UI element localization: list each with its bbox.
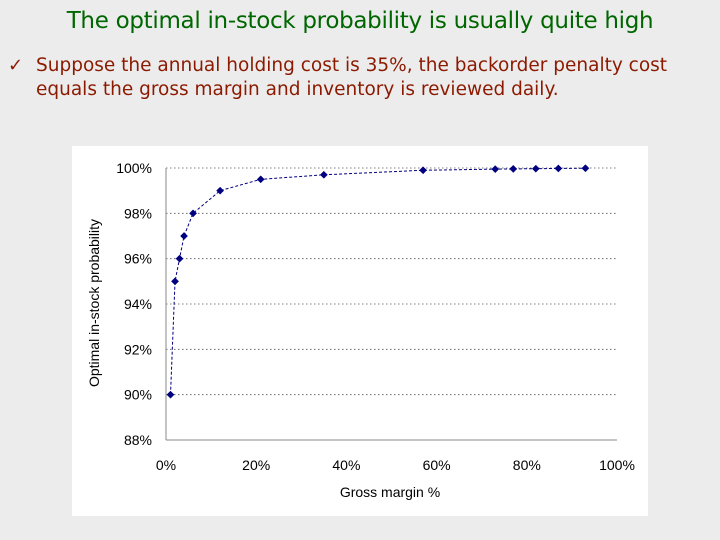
series-line bbox=[170, 167, 586, 395]
data-series bbox=[166, 164, 590, 399]
bullet-text: Suppose the annual holding cost is 35%, … bbox=[36, 55, 668, 100]
data-point bbox=[180, 232, 188, 240]
chart-panel: 88% 90% 92% 94% 96% 98% 100% 0% 20% 40% 60% 80% 100%… bbox=[72, 146, 648, 516]
checkmark-bullet-icon: ✓ bbox=[8, 55, 24, 76]
y-tick-label: 94% bbox=[124, 296, 152, 312]
x-tick-label: 60% bbox=[423, 457, 451, 473]
data-point bbox=[491, 165, 500, 174]
y-tick-label: 88% bbox=[124, 432, 152, 448]
x-tick-label: 20% bbox=[242, 457, 270, 473]
y-axis-label: Optimal in-stock probability bbox=[86, 219, 102, 387]
data-point bbox=[509, 164, 518, 173]
y-tick-label: 90% bbox=[124, 387, 152, 403]
y-tick-label: 96% bbox=[124, 251, 152, 267]
data-point bbox=[419, 166, 428, 175]
data-point bbox=[554, 164, 563, 173]
x-tick-label: 80% bbox=[513, 457, 541, 473]
data-point bbox=[581, 164, 590, 173]
data-point bbox=[256, 175, 265, 184]
slide-title: The optimal in-stock probability is usua… bbox=[66, 8, 654, 34]
data-point bbox=[189, 209, 198, 218]
bullet-point: ✓ Suppose the annual holding cost is 35%… bbox=[8, 54, 708, 102]
data-point bbox=[319, 170, 328, 179]
data-point bbox=[216, 186, 225, 195]
tick-labels: 88% 90% 92% 94% 96% 98% 100% 0% 20% 40% 60% 80% 100% bbox=[116, 160, 635, 473]
y-tick-label: 98% bbox=[124, 205, 152, 221]
in-stock-probability-chart: 88% 90% 92% 94% 96% 98% 100% 0% 20% 40% 60% 80% 100%… bbox=[86, 160, 635, 500]
x-tick-label: 100% bbox=[599, 457, 635, 473]
data-point bbox=[175, 254, 184, 263]
x-axis-label: Gross margin % bbox=[340, 484, 440, 500]
gridlines bbox=[166, 167, 617, 396]
y-tick-label: 92% bbox=[124, 341, 152, 357]
data-point bbox=[171, 277, 179, 286]
data-point bbox=[166, 390, 175, 399]
x-tick-label: 0% bbox=[156, 457, 176, 473]
x-tick-label: 40% bbox=[332, 457, 360, 473]
axes bbox=[165, 168, 617, 441]
data-point bbox=[531, 164, 540, 173]
y-tick-label: 100% bbox=[116, 160, 152, 176]
